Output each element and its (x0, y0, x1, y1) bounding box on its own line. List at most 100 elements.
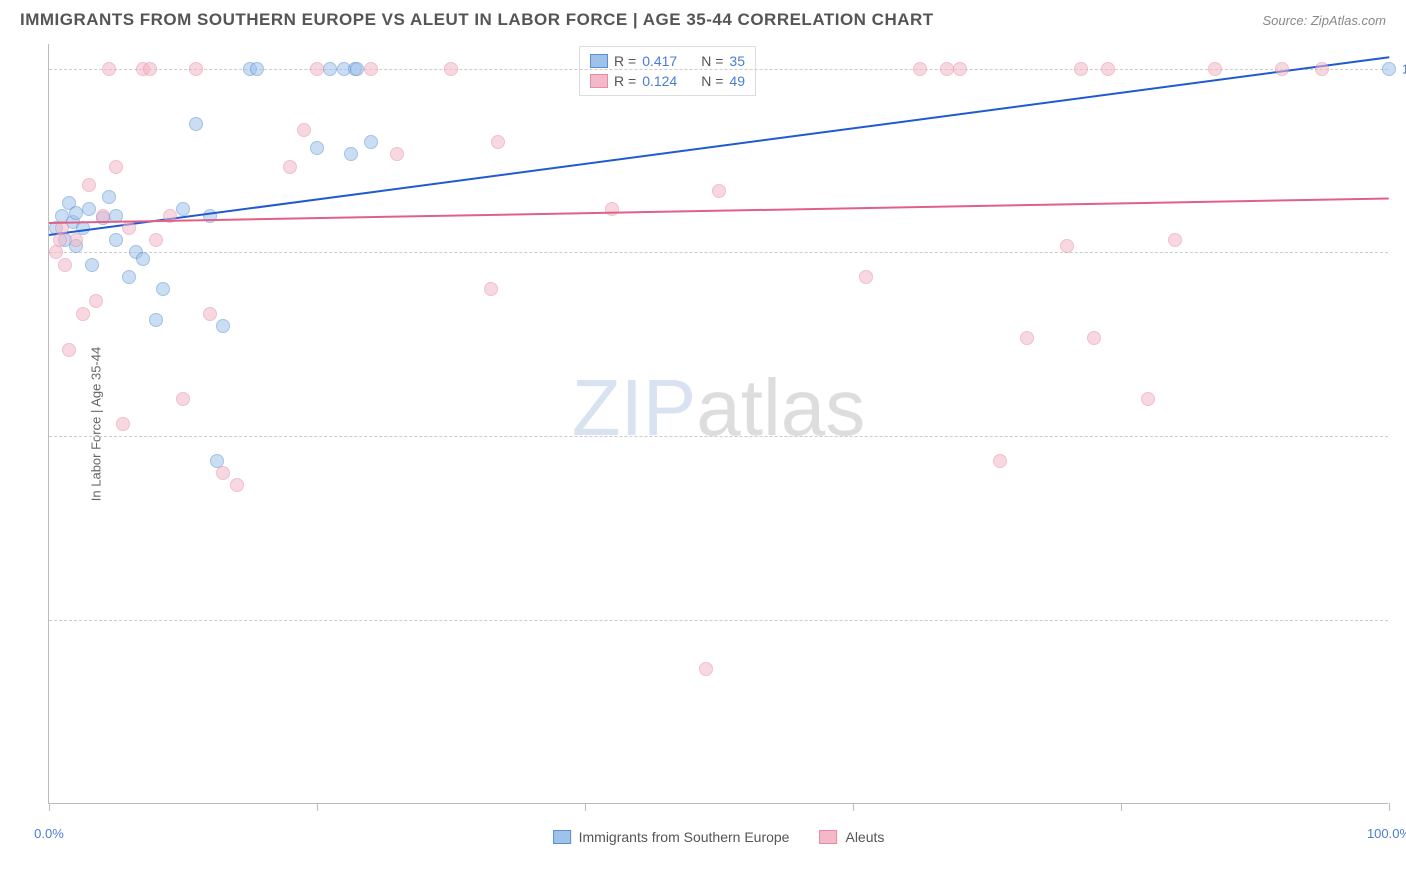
data-point (310, 62, 324, 76)
data-point (122, 221, 136, 235)
data-point (344, 147, 358, 161)
source-attribution: Source: ZipAtlas.com (1262, 13, 1386, 28)
legend-n-label: N = (701, 73, 723, 89)
data-point (102, 62, 116, 76)
x-tick (853, 803, 854, 811)
data-point (1141, 392, 1155, 406)
watermark-zip: ZIP (572, 363, 696, 452)
data-point (323, 62, 337, 76)
data-point (491, 135, 505, 149)
data-point (149, 313, 163, 327)
data-point (76, 307, 90, 321)
data-point (1275, 62, 1289, 76)
data-point (109, 160, 123, 174)
data-point (62, 343, 76, 357)
data-point (350, 62, 364, 76)
x-tick (1389, 803, 1390, 811)
data-point (444, 62, 458, 76)
data-point (85, 258, 99, 272)
data-point (136, 252, 150, 266)
data-point (156, 282, 170, 296)
gridline (49, 436, 1388, 437)
data-point (953, 62, 967, 76)
watermark-atlas: atlas (696, 363, 865, 452)
data-point (122, 270, 136, 284)
data-point (605, 202, 619, 216)
data-point (69, 206, 83, 220)
data-point (390, 147, 404, 161)
y-tick-label: 85.0% (1392, 245, 1406, 260)
data-point (216, 466, 230, 480)
watermark: ZIPatlas (572, 362, 865, 454)
data-point (189, 62, 203, 76)
data-point (82, 202, 96, 216)
legend-label: Immigrants from Southern Europe (579, 829, 790, 845)
legend-r-label: R = (614, 53, 636, 69)
data-point (1020, 331, 1034, 345)
legend-r-label: R = (614, 73, 636, 89)
legend-swatch (819, 830, 837, 844)
data-point (913, 62, 927, 76)
data-point (116, 417, 130, 431)
data-point (712, 184, 726, 198)
data-point (1087, 331, 1101, 345)
gridline (49, 252, 1388, 253)
legend-row: R =0.124N =49 (590, 71, 745, 91)
data-point (109, 233, 123, 247)
data-point (89, 294, 103, 308)
trend-line (49, 197, 1389, 224)
data-point (82, 178, 96, 192)
gridline (49, 620, 1388, 621)
data-point (69, 233, 83, 247)
data-point (53, 233, 67, 247)
data-point (203, 307, 217, 321)
legend-item: Aleuts (819, 829, 884, 845)
x-tick-label: 100.0% (1367, 826, 1406, 841)
data-point (1208, 62, 1222, 76)
legend-label: Aleuts (845, 829, 884, 845)
data-point (297, 123, 311, 137)
data-point (149, 233, 163, 247)
data-point (189, 117, 203, 131)
chart-title: IMMIGRANTS FROM SOUTHERN EUROPE VS ALEUT… (20, 10, 934, 30)
x-tick (1121, 803, 1122, 811)
legend-r-value: 0.417 (642, 53, 677, 69)
y-tick-label: 55.0% (1392, 613, 1406, 628)
data-point (58, 258, 72, 272)
data-point (859, 270, 873, 284)
data-point (102, 190, 116, 204)
y-tick-label: 70.0% (1392, 429, 1406, 444)
chart-header: IMMIGRANTS FROM SOUTHERN EUROPE VS ALEUT… (0, 0, 1406, 38)
data-point (143, 62, 157, 76)
data-point (49, 245, 63, 259)
x-tick (49, 803, 50, 811)
legend-r-value: 0.124 (642, 73, 677, 89)
data-point (250, 62, 264, 76)
data-point (1074, 62, 1088, 76)
legend-item: Immigrants from Southern Europe (553, 829, 790, 845)
scatter-chart: In Labor Force | Age 35-44 ZIPatlas R = 0… (48, 44, 1388, 804)
y-axis-label: In Labor Force | Age 35-44 (89, 346, 104, 500)
data-point (1382, 62, 1396, 76)
correlation-legend: R =0.417N =35R =0.124N =49 (579, 46, 756, 96)
x-tick (317, 803, 318, 811)
data-point (176, 392, 190, 406)
data-point (1060, 239, 1074, 253)
x-tick-label: 0.0% (34, 826, 64, 841)
data-point (364, 135, 378, 149)
legend-n-label: N = (701, 53, 723, 69)
data-point (1168, 233, 1182, 247)
data-point (993, 454, 1007, 468)
data-point (230, 478, 244, 492)
data-point (364, 62, 378, 76)
data-point (176, 202, 190, 216)
series-legend: Immigrants from Southern Europe Aleuts (553, 829, 885, 845)
legend-swatch (590, 54, 608, 68)
data-point (310, 141, 324, 155)
data-point (1315, 62, 1329, 76)
legend-n-value: 35 (729, 53, 745, 69)
data-point (283, 160, 297, 174)
data-point (484, 282, 498, 296)
data-point (940, 62, 954, 76)
legend-swatch (553, 830, 571, 844)
